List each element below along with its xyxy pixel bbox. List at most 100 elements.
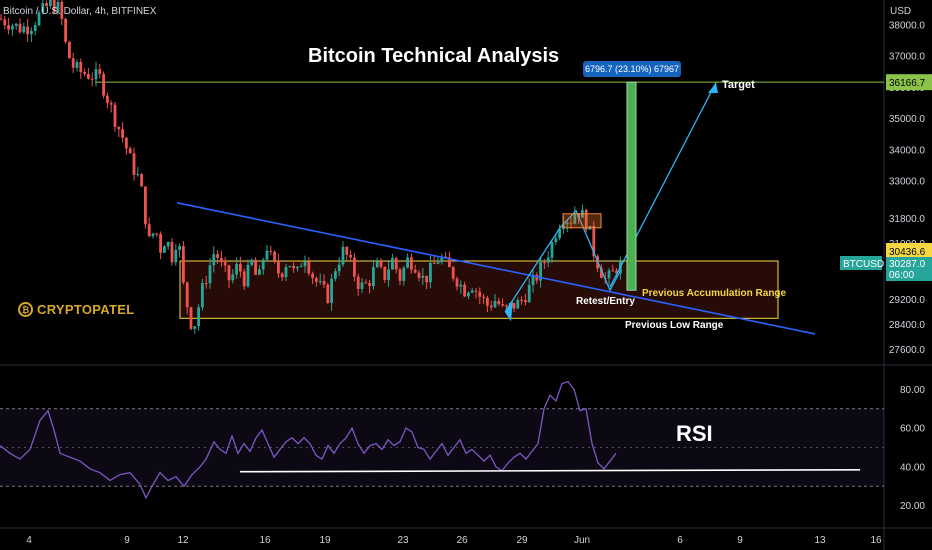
candle[interactable] — [292, 265, 295, 269]
candle[interactable] — [505, 305, 508, 307]
candle[interactable] — [121, 129, 124, 138]
candle[interactable] — [132, 153, 136, 175]
candle[interactable] — [303, 261, 307, 267]
candle[interactable] — [102, 73, 105, 96]
candle[interactable] — [318, 281, 322, 283]
candle[interactable] — [584, 209, 588, 230]
candle[interactable] — [144, 186, 147, 225]
symbol-header[interactable]: Bitcoin / U.S. Dollar, 4h, BITFINEX — [3, 6, 157, 17]
candle[interactable] — [159, 233, 162, 253]
candle[interactable] — [30, 30, 33, 35]
candle[interactable] — [311, 273, 314, 279]
candle[interactable] — [151, 233, 155, 237]
candle[interactable] — [254, 259, 257, 275]
candle[interactable] — [296, 266, 299, 269]
candle[interactable] — [140, 174, 143, 187]
candle[interactable] — [52, 0, 56, 13]
candle[interactable] — [136, 174, 140, 176]
candle[interactable] — [11, 25, 14, 30]
candle[interactable] — [391, 258, 394, 270]
candle[interactable] — [482, 296, 485, 298]
candle[interactable] — [189, 307, 193, 329]
candle[interactable] — [235, 263, 238, 275]
candle[interactable] — [535, 274, 539, 281]
candle[interactable] — [341, 246, 345, 265]
candle[interactable] — [539, 262, 542, 281]
candle[interactable] — [356, 276, 360, 289]
candle[interactable] — [607, 270, 611, 279]
candle[interactable] — [436, 262, 440, 264]
candle[interactable] — [413, 269, 417, 273]
candle[interactable] — [375, 261, 379, 268]
candle[interactable] — [87, 74, 90, 79]
candle[interactable] — [459, 284, 463, 287]
candle[interactable] — [83, 72, 86, 75]
candle[interactable] — [334, 271, 337, 279]
candle[interactable] — [201, 283, 204, 308]
candle[interactable] — [18, 23, 22, 33]
candle[interactable] — [7, 25, 10, 30]
candle[interactable] — [170, 242, 174, 263]
candle[interactable] — [242, 271, 246, 287]
candle[interactable] — [425, 275, 428, 283]
candle[interactable] — [394, 258, 398, 270]
candle[interactable] — [185, 282, 189, 308]
candle[interactable] — [113, 104, 117, 127]
candle[interactable] — [197, 307, 200, 327]
candle[interactable] — [451, 267, 455, 279]
candle[interactable] — [326, 284, 330, 303]
candle[interactable] — [600, 268, 603, 278]
candle[interactable] — [478, 291, 482, 297]
candle[interactable] — [463, 284, 466, 297]
candle[interactable] — [379, 261, 383, 267]
candle[interactable] — [512, 303, 516, 309]
candle[interactable] — [14, 23, 18, 26]
candle[interactable] — [3, 19, 7, 26]
candle[interactable] — [615, 270, 618, 274]
candle[interactable] — [212, 254, 216, 266]
candle[interactable] — [128, 148, 132, 154]
candle[interactable] — [75, 62, 79, 68]
candle[interactable] — [345, 246, 349, 255]
candle[interactable] — [90, 78, 94, 80]
candle[interactable] — [269, 250, 273, 252]
candle[interactable] — [550, 241, 554, 258]
candle[interactable] — [421, 275, 425, 278]
candle[interactable] — [208, 265, 212, 284]
candle[interactable] — [216, 254, 219, 258]
candle[interactable] — [71, 58, 75, 68]
candle[interactable] — [486, 297, 489, 306]
candle[interactable] — [440, 256, 444, 263]
candle[interactable] — [493, 301, 497, 308]
candle[interactable] — [98, 69, 102, 74]
candle[interactable] — [569, 222, 573, 224]
candle[interactable] — [315, 278, 318, 282]
candle[interactable] — [258, 269, 261, 275]
candle[interactable] — [277, 260, 280, 274]
candle[interactable] — [330, 278, 333, 303]
candle[interactable] — [204, 283, 208, 285]
candle[interactable] — [182, 246, 185, 283]
candle[interactable] — [174, 250, 178, 263]
candle[interactable] — [109, 102, 113, 105]
candle[interactable] — [280, 273, 284, 278]
candle[interactable] — [147, 224, 151, 237]
candle[interactable] — [60, 1, 64, 19]
candle[interactable] — [68, 41, 71, 59]
candle[interactable] — [284, 266, 288, 278]
candle[interactable] — [387, 269, 390, 281]
candle[interactable] — [261, 259, 265, 270]
candle[interactable] — [489, 305, 493, 308]
candle[interactable] — [520, 299, 523, 301]
candle[interactable] — [227, 265, 231, 281]
candle[interactable] — [163, 246, 166, 253]
candle[interactable] — [273, 251, 276, 261]
candle[interactable] — [474, 290, 478, 292]
candle[interactable] — [360, 282, 364, 289]
candle[interactable] — [573, 213, 577, 224]
candle[interactable] — [364, 282, 368, 284]
candle[interactable] — [531, 274, 535, 286]
candle[interactable] — [432, 262, 436, 264]
